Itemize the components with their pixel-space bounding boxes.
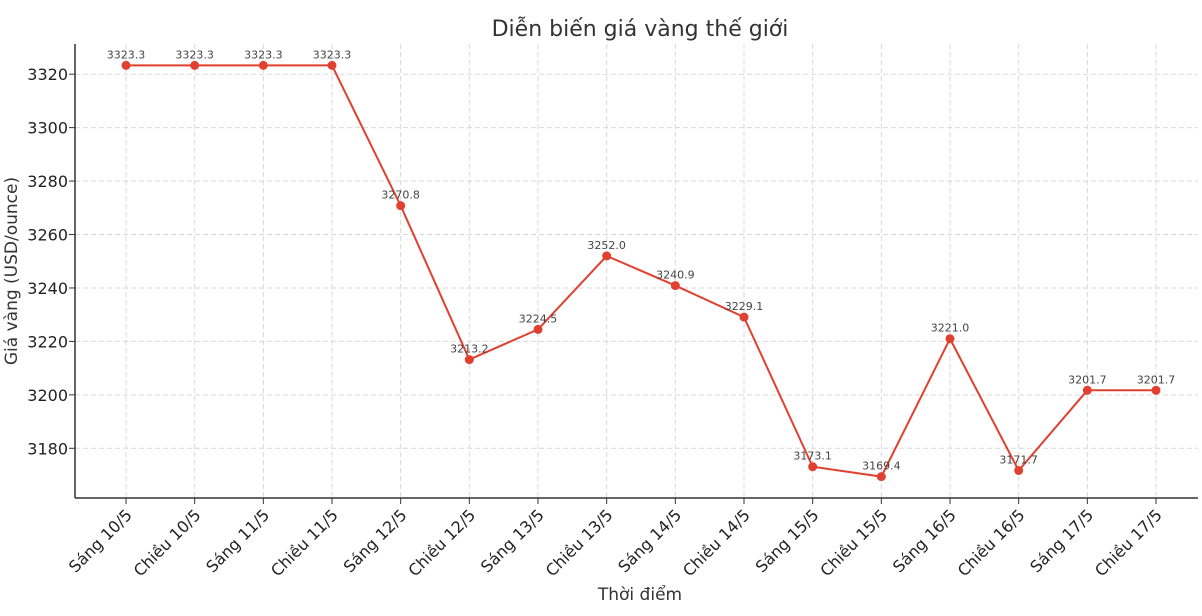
y-axis-label: Giá vàng (USD/ounce) [2,177,22,365]
data-point [121,60,131,70]
x-tick-label: Sáng 14/5 [614,505,685,576]
data-point [876,472,886,482]
data-point [1014,465,1024,475]
data-point [739,312,749,322]
data-point [808,462,818,472]
x-tick-label: Chiều 16/5 [954,505,1029,580]
x-tick-label: Sáng 10/5 [65,505,136,576]
data-point [258,60,268,70]
series-line [126,64,1156,478]
x-tick-label: Chiều 17/5 [1091,505,1166,580]
data-label: 3323.3 [313,48,352,61]
x-axis-label: Thời điểm [597,584,682,605]
data-point [670,281,680,291]
data-point [327,60,337,70]
data-label: 3240.9 [656,269,695,282]
data-point [1151,385,1161,395]
x-tick-label: Chiều 10/5 [130,505,205,580]
y-tick-label: 3180 [27,439,68,458]
axes: 3180 3200 3220 3240 3260 3280 3300 3320 Sáng 10/… [27,44,1198,580]
data-labels: 3323.3 3323.3 3323.3 3323.3 3270.8 3213.2 3224… [107,48,1176,472]
chart-title: Diễn biến giá vàng thế giới [492,16,789,42]
data-label: 3171.7 [999,453,1038,466]
x-tick-label: Sáng 12/5 [340,505,411,576]
y-tick-label: 3200 [27,386,68,405]
data-label: 3270.8 [381,189,420,202]
y-tick-label: 3300 [27,119,68,138]
data-label: 3252.0 [587,239,626,252]
series [121,60,1161,482]
data-label: 3323.3 [175,48,214,61]
data-label: 3201.7 [1137,373,1176,386]
x-tick-label: Sáng 13/5 [477,505,548,576]
data-point [533,324,543,334]
y-tick-label: 3240 [27,279,68,298]
x-tick-label: Chiều 14/5 [679,505,754,580]
data-point [190,60,200,70]
x-tick-label: Sáng 17/5 [1026,505,1097,576]
data-label: 3173.1 [793,450,832,463]
data-label: 3224.5 [519,312,558,325]
y-tick-label: 3260 [27,226,68,245]
x-tick-label: Sáng 11/5 [202,505,273,576]
x-tick-label: Chiều 13/5 [542,505,617,580]
x-tick-label: Sáng 15/5 [752,505,823,576]
data-point [396,201,406,211]
data-point [464,355,474,365]
data-label: 3201.7 [1068,373,1107,386]
data-label: 3323.3 [244,48,283,61]
data-label: 3323.3 [107,48,146,61]
data-point [602,251,612,261]
x-tick-label: Chiều 15/5 [816,505,891,580]
y-tick-label: 3280 [27,172,68,191]
data-label: 3221.0 [931,322,970,335]
data-label: 3229.1 [725,300,764,313]
x-tick-label: Sáng 16/5 [889,505,960,576]
data-label: 3213.2 [450,343,489,356]
data-point [1082,385,1092,395]
x-tick-label: Chiều 11/5 [267,505,342,580]
x-tick-label: Chiều 12/5 [404,505,479,580]
grid [75,44,1198,498]
y-tick-label: 3220 [27,332,68,351]
y-tick-label: 3320 [27,65,68,84]
data-point [945,334,955,344]
data-label: 3169.4 [862,460,901,473]
